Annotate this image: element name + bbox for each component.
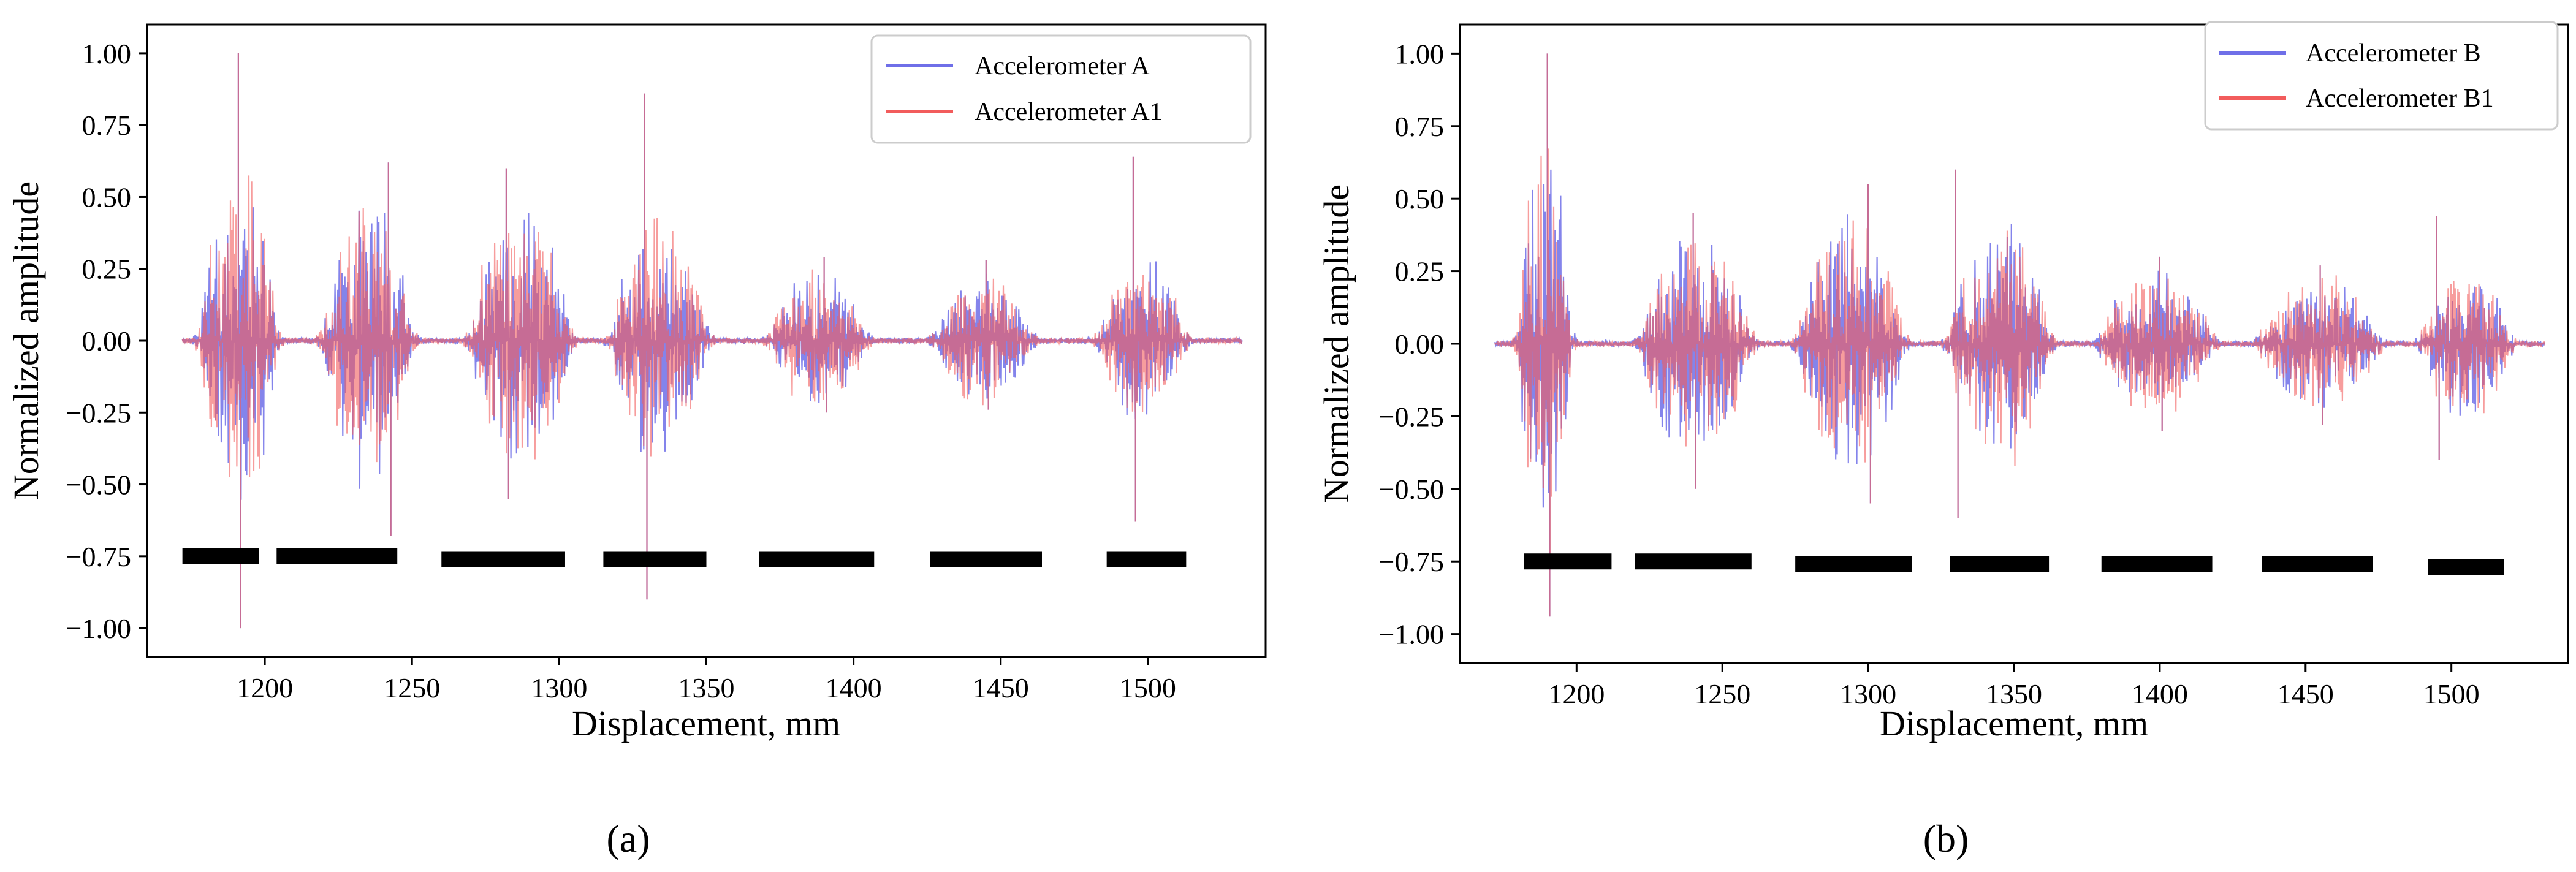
y-tick-label-b-6: −0.50 [1379,474,1444,505]
legend-label-accelerometer-b: Accelerometer B [2306,39,2481,67]
legend-label-accelerometer-a1: Accelerometer A1 [975,98,1163,126]
chart-panel-a: 1.00 0.75 0.50 0.25 0.00 −0.25 −0.50 −0.75 −1.00… [6,23,1267,860]
x-tick-label-b-2: 1300 [1840,678,1896,710]
segment-marker-a-2 [441,551,565,567]
x-tick-label-a-0: 1200 [237,672,293,703]
y-tick-label-b-4: 0.00 [1395,328,1445,360]
x-axis-label-a: Displacement, mm [572,703,840,743]
segment-marker-b-1 [1635,553,1752,570]
y-tick-label-a-0: 1.00 [82,38,132,69]
y-tick-label-a-7: −0.75 [66,541,131,572]
y-tick-label-b-1: 0.75 [1395,111,1445,142]
y-tick-label-a-8: −1.00 [66,613,131,644]
series-line-accelerometer-b1 [1494,53,2545,617]
y-tick-label-a-5: −0.25 [66,397,131,428]
y-tick-label-b-2: 0.50 [1395,183,1445,214]
y-tick-label-a-4: 0.00 [82,325,132,357]
segment-marker-a-5 [930,551,1042,567]
segment-marker-b-2 [1795,556,1912,572]
legend-label-accelerometer-b1: Accelerometer B1 [2306,85,2494,113]
legend-label-accelerometer-a: Accelerometer A [975,52,1150,80]
caption-a: (a) [606,817,650,860]
y-tick-label-b-8: −1.00 [1379,619,1444,650]
x-tick-label-b-0: 1200 [1548,678,1605,710]
x-tick-label-b-4: 1400 [2132,678,2188,710]
y-tick-label-b-7: −0.75 [1379,546,1444,577]
x-tick-label-b-6: 1500 [2423,678,2480,710]
segment-marker-b-6 [2428,559,2504,575]
segment-marker-b-0 [1524,553,1612,570]
segment-marker-a-1 [276,548,398,564]
y-tick-label-b-5: −0.25 [1379,401,1444,432]
y-tick-label-b-0: 1.00 [1395,38,1445,69]
y-tick-label-a-2: 0.50 [82,181,132,213]
series-line-accelerometer-a1 [181,53,1243,629]
x-tick-label-a-2: 1300 [531,672,587,703]
y-axis-label-a: Normalized amplitude [6,181,46,500]
segment-marker-a-0 [182,548,259,564]
x-tick-label-a-1: 1250 [384,672,440,703]
x-axis-label-b: Displacement, mm [1880,703,2148,743]
legend-a: Accelerometer A Accelerometer A1 [870,34,1252,144]
y-tick-label-a-3: 0.25 [82,254,132,285]
segment-marker-b-3 [1950,556,2050,572]
segment-marker-a-4 [759,551,875,567]
y-axis-label-b: Normalized amplitude [1316,184,1356,503]
x-tick-label-b-3: 1350 [1986,678,2042,710]
caption-b: (b) [1923,817,1969,860]
x-tick-label-a-6: 1500 [1120,672,1176,703]
chart-panel-b: 1.00 0.75 0.50 0.25 0.00 −0.25 −0.50 −0.75 −1.00… [1316,21,2569,860]
x-tick-label-b-5: 1450 [2278,678,2334,710]
segment-marker-b-4 [2101,556,2213,572]
x-tick-label-a-5: 1450 [973,672,1029,703]
legend-box-a [870,34,1252,144]
segment-marker-a-6 [1106,551,1187,567]
x-tick-label-a-3: 1350 [678,672,735,703]
y-tick-label-a-1: 0.75 [82,110,132,141]
y-tick-label-b-3: 0.25 [1395,256,1445,287]
x-tick-label-a-4: 1400 [826,672,882,703]
y-tick-label-a-6: −0.50 [66,469,131,501]
x-tick-label-b-1: 1250 [1694,678,1750,710]
legend-b: Accelerometer B Accelerometer B1 [2204,21,2559,131]
legend-box-b [2204,21,2559,131]
segment-marker-b-5 [2262,556,2373,572]
segment-marker-a-3 [603,551,707,567]
